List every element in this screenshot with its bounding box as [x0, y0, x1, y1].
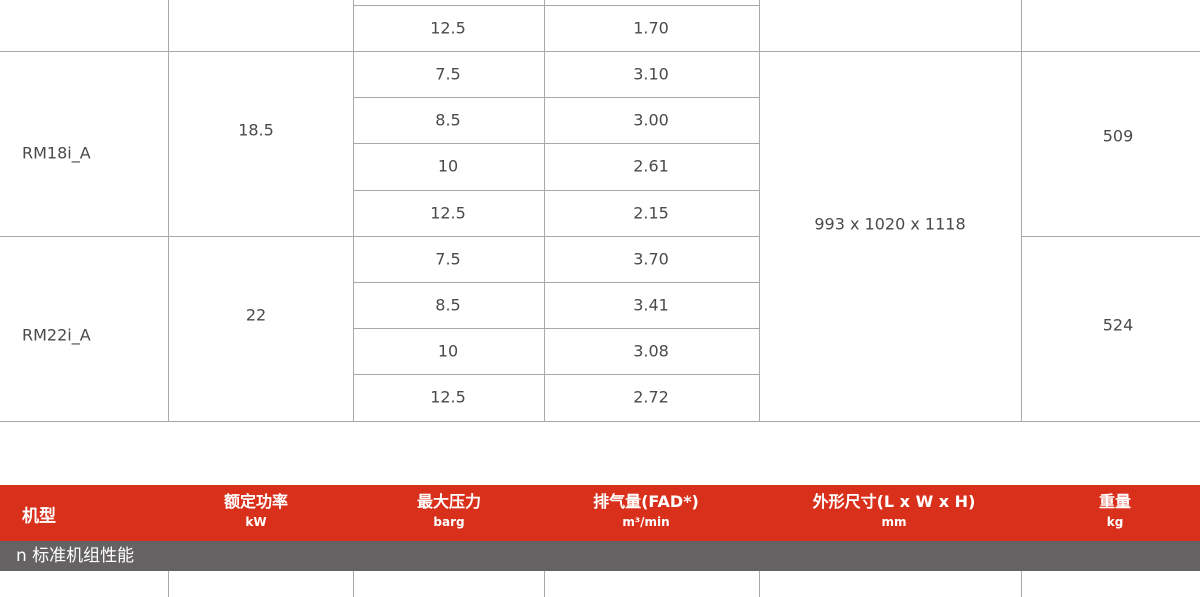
header-unit: kW [245, 515, 267, 529]
row-divider [353, 328, 759, 329]
col-divider [353, 571, 354, 597]
section-title: n 标准机组性能 [16, 546, 135, 566]
pressure-cell: 10 [437, 156, 459, 176]
col-divider [759, 0, 760, 421]
col-divider [544, 0, 545, 421]
fad-cell: 3.00 [633, 110, 669, 130]
row-divider [0, 236, 759, 237]
row-divider [353, 5, 759, 6]
section-band: n 标准机组性能 [0, 541, 1200, 571]
pressure-cell: 8.5 [435, 110, 461, 130]
header-power: 额定功率 kW [224, 485, 288, 541]
power-cell: 22 [245, 305, 267, 325]
model-cell: RM18i_A [22, 143, 91, 163]
header-label: 重量 [1098, 492, 1132, 511]
header-label: 外形尺寸(L x W x H) [812, 492, 976, 511]
col-divider [1021, 0, 1022, 421]
fad-cell: 3.10 [633, 64, 669, 84]
fad-cell: 3.70 [633, 249, 669, 269]
col-divider [168, 571, 169, 597]
pressure-cell: 12.5 [430, 18, 466, 38]
col-divider [544, 571, 545, 597]
fad-cell: 2.72 [633, 387, 669, 407]
pressure-cell: 12.5 [430, 203, 466, 223]
col-divider [353, 0, 354, 421]
model-cell: RM22i_A [22, 325, 91, 345]
fad-cell: 3.08 [633, 341, 669, 361]
col-divider [759, 571, 760, 597]
header-fad: 排气量(FAD*) m³/min [593, 485, 699, 541]
header-unit: mm [881, 515, 907, 529]
header-label: 排气量(FAD*) [593, 492, 699, 511]
header-unit: barg [433, 515, 465, 529]
fad-cell: 1.70 [633, 18, 669, 38]
weight-cell: 509 [1102, 126, 1134, 146]
header-label: 最大压力 [416, 492, 482, 511]
row-divider [0, 51, 1200, 52]
dimensions-cell: 993 x 1020 x 1118 [814, 214, 966, 234]
row-divider [353, 374, 759, 375]
row-divider [353, 282, 759, 283]
pressure-cell: 12.5 [430, 387, 466, 407]
header-unit: m³/min [622, 515, 670, 529]
row-divider [0, 421, 1200, 422]
fad-cell: 2.15 [633, 203, 669, 223]
row-divider [353, 97, 759, 98]
pressure-cell: 8.5 [435, 295, 461, 315]
header-label: 额定功率 [223, 492, 289, 511]
header-dims: 外形尺寸(L x W x H) mm [813, 485, 976, 541]
col-divider [168, 0, 169, 421]
row-divider [353, 190, 759, 191]
power-cell: 18.5 [238, 120, 274, 140]
pressure-cell: 7.5 [435, 249, 461, 269]
row-divider [353, 143, 759, 144]
pressure-cell: 7.5 [435, 64, 461, 84]
pressure-cell: 10 [437, 341, 459, 361]
header-weight: 重量 kg [1099, 485, 1131, 541]
table-header: 机型 额定功率 kW 最大压力 barg 排气量(FAD*) m³/min 外形… [0, 485, 1200, 541]
header-model: 机型 [22, 506, 56, 527]
header-pressure: 最大压力 barg [417, 485, 481, 541]
header-unit: kg [1106, 515, 1124, 529]
fad-cell: 2.61 [633, 156, 669, 176]
row-divider [1021, 236, 1200, 237]
weight-cell: 524 [1102, 315, 1134, 335]
col-divider [1021, 571, 1022, 597]
fad-cell: 3.41 [633, 295, 669, 315]
